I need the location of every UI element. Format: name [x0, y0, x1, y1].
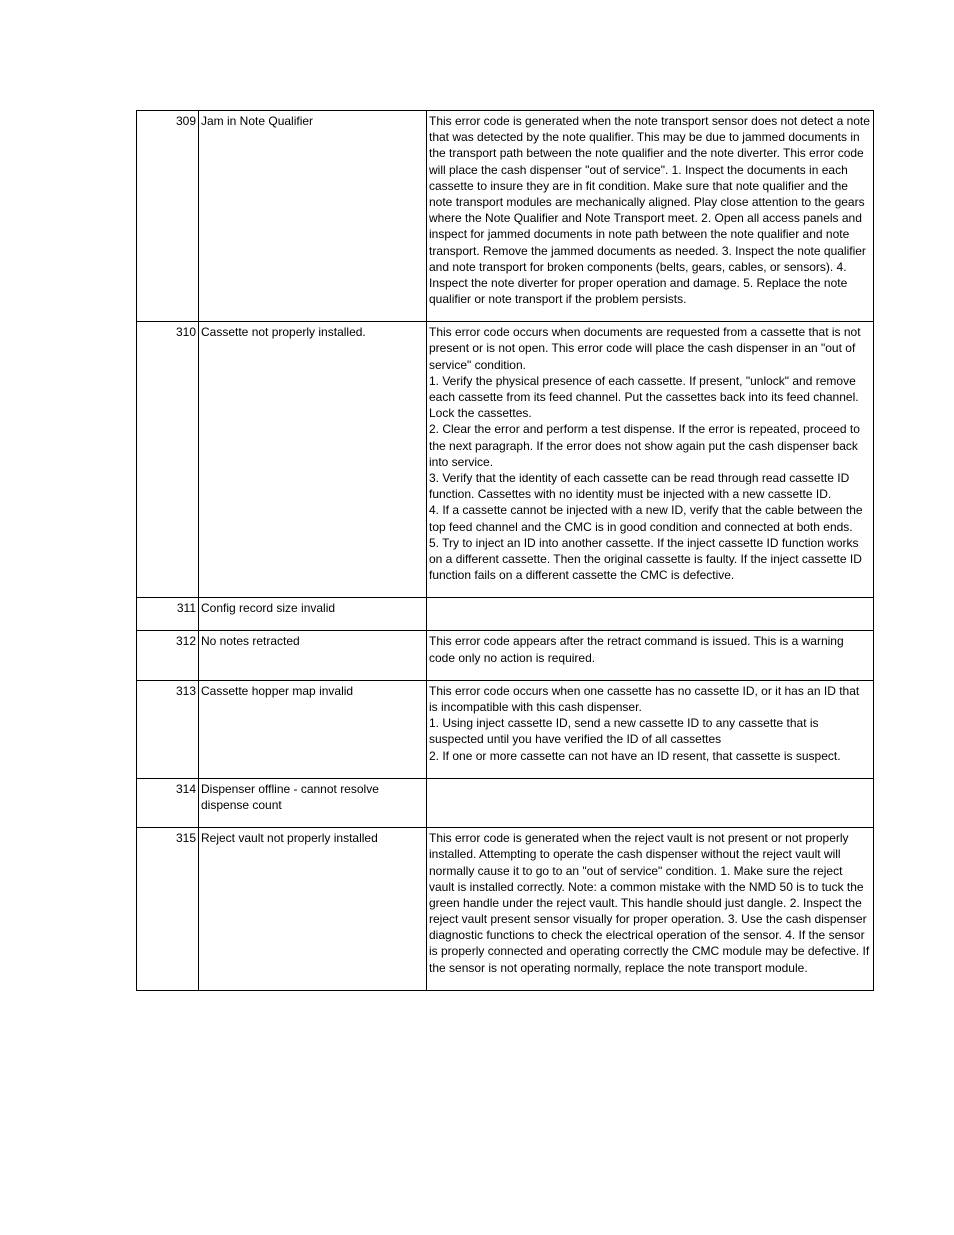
- error-code-cell: 312: [137, 631, 199, 680]
- error-code-cell: 311: [137, 598, 199, 631]
- error-description-cell: [427, 598, 874, 631]
- error-name-cell: Dispenser offline - cannot resolve dispe…: [199, 778, 427, 827]
- error-description-cell: This error code is generated when the re…: [427, 828, 874, 991]
- error-name-cell: Jam in Note Qualifier: [199, 111, 427, 322]
- error-name-cell: Cassette not properly installed.: [199, 322, 427, 598]
- table-row: 314Dispenser offline - cannot resolve di…: [137, 778, 874, 827]
- error-name-cell: Reject vault not properly installed: [199, 828, 427, 991]
- error-description-cell: This error code is generated when the no…: [427, 111, 874, 322]
- error-name-cell: No notes retracted: [199, 631, 427, 680]
- table-row: 315Reject vault not properly installedTh…: [137, 828, 874, 991]
- error-code-cell: 310: [137, 322, 199, 598]
- error-description-cell: This error code appears after the retrac…: [427, 631, 874, 680]
- error-name-cell: Cassette hopper map invalid: [199, 680, 427, 778]
- table-row: 313Cassette hopper map invalidThis error…: [137, 680, 874, 778]
- table-row: 312No notes retractedThis error code app…: [137, 631, 874, 680]
- error-code-table: 309Jam in Note QualifierThis error code …: [136, 110, 874, 991]
- error-description-cell: [427, 778, 874, 827]
- error-code-cell: 315: [137, 828, 199, 991]
- table-row: 309Jam in Note QualifierThis error code …: [137, 111, 874, 322]
- table-row: 311Config record size invalid: [137, 598, 874, 631]
- error-description-cell: This error code occurs when documents ar…: [427, 322, 874, 598]
- error-code-cell: 314: [137, 778, 199, 827]
- document-page: 309Jam in Note QualifierThis error code …: [0, 0, 954, 1235]
- error-description-cell: This error code occurs when one cassette…: [427, 680, 874, 778]
- table-row: 310Cassette not properly installed.This …: [137, 322, 874, 598]
- error-code-cell: 313: [137, 680, 199, 778]
- error-code-cell: 309: [137, 111, 199, 322]
- error-name-cell: Config record size invalid: [199, 598, 427, 631]
